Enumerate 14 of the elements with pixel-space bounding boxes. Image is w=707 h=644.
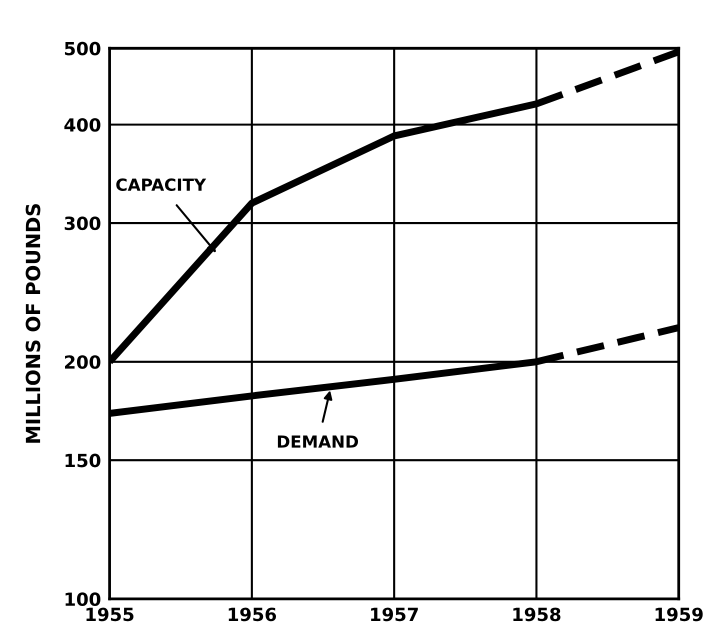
- x-tick-label: 1959: [656, 608, 703, 622]
- x-tick-label: 1955: [86, 608, 134, 622]
- y-tick-label: 400: [64, 118, 100, 132]
- annotation: DEMAND: [278, 436, 358, 448]
- x-tick-label: 1956: [228, 608, 276, 622]
- x-tick-label: 1958: [513, 608, 560, 622]
- y-tick-label: 150: [66, 454, 100, 468]
- y-axis-title: MILLIONS OF POUNDS: [26, 204, 40, 443]
- y-tick-label: 300: [64, 216, 100, 230]
- y-tick-label: 200: [64, 355, 100, 369]
- y-tick-label: 100: [66, 592, 100, 606]
- annotation: CAPACITY: [116, 178, 206, 191]
- x-tick-label: 1957: [371, 608, 418, 622]
- y-tick-label: 500: [64, 42, 100, 56]
